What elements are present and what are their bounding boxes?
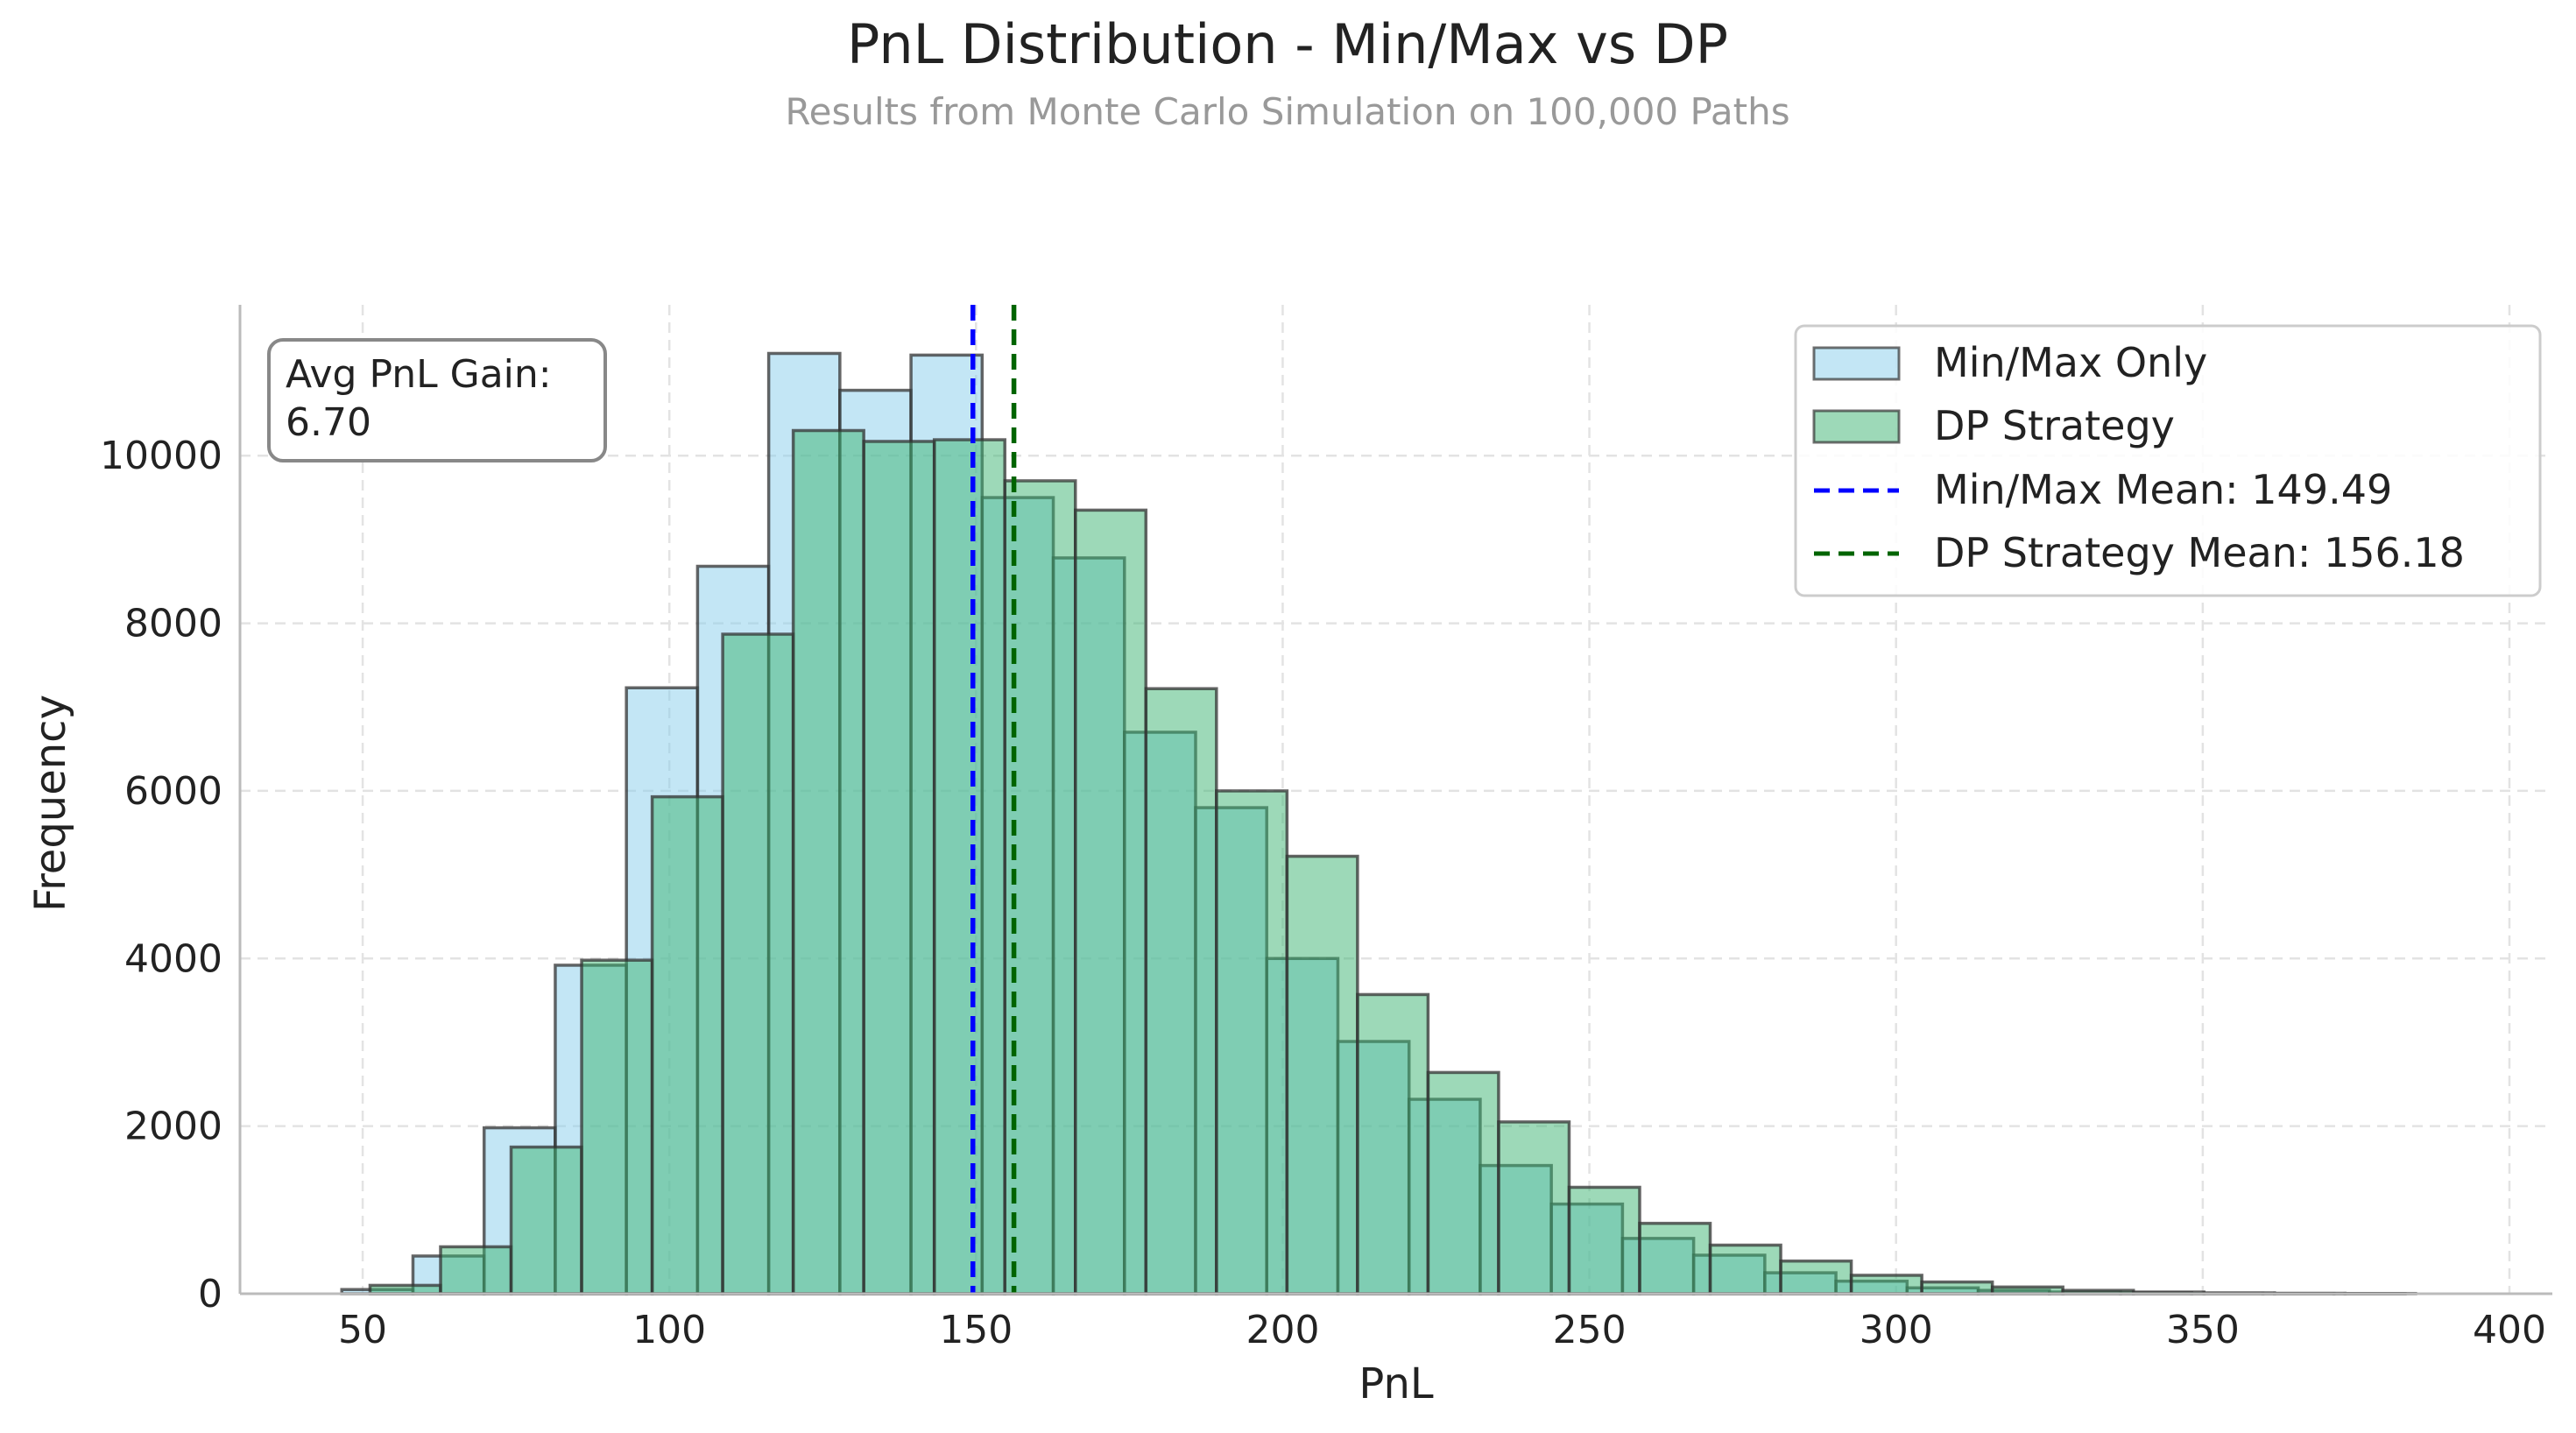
x-tick-label: 300 [1860,1308,1933,1352]
dp-bar [1849,1274,1923,1295]
dp-bar [439,1245,513,1295]
dp-bar [1708,1243,1782,1295]
dp-bar [1074,508,1148,1295]
x-tick-label: 200 [1246,1308,1319,1352]
legend-swatch-minmax [1812,346,1901,381]
dp-bar [1497,1120,1571,1295]
legend-box [1794,324,2542,597]
dp-bar [862,440,936,1295]
y-tick-label: 2000 [124,1105,222,1149]
annotation-line-2: 6.70 [286,400,371,445]
legend-swatch-dp [1812,409,1901,444]
dp-bar [1426,1070,1500,1295]
legend: Min/Max Only DP Strategy Min/Max Mean: 1… [1794,324,2542,597]
y-tick-label: 4000 [124,936,222,981]
dp-bar [1003,479,1077,1295]
x-tick-label: 50 [338,1308,387,1352]
x-tick-label: 100 [632,1308,706,1352]
dp-bar [1779,1259,1853,1295]
annotation-line-1: Avg PnL Gain: [286,352,552,397]
dp-bar [1567,1185,1641,1295]
x-axis-label: PnL [1359,1359,1434,1408]
dp-bar [509,1145,583,1295]
avg-gain-annotation: Avg PnL Gain: 6.70 [267,338,607,462]
dp-bar [1356,992,1430,1295]
dp-bar [1285,854,1359,1295]
x-tick-label: 400 [2473,1308,2546,1352]
y-tick-label: 10000 [100,434,222,478]
chart-subtitle: Results from Monte Carlo Simulation on 1… [785,90,1789,133]
dp-bar [580,958,654,1295]
y-tick-label: 6000 [124,769,222,814]
tick-labels: 50 100 150 200 250 300 350 40002000400060008000… [100,434,2546,1352]
dp-bar [932,438,1006,1295]
dp-bar [721,632,795,1295]
x-tick-label: 350 [2166,1308,2240,1352]
dp-bar [650,794,724,1295]
y-tick-label: 0 [198,1272,222,1317]
legend-label-minmax-mean: Min/Max Mean: 149.49 [1934,466,2392,513]
y-axis-label: Frequency [26,695,75,912]
chart-title: PnL Distribution - Min/Max vs DP [847,12,1728,76]
dp-bar [1920,1280,1994,1295]
dp-bar [1144,687,1218,1295]
axes [238,305,2552,1295]
mean-lines [970,305,1017,1294]
y-tick-label: 8000 [124,602,222,646]
legend-label-dp: DP Strategy [1934,402,2175,449]
legend-label-dp-mean: DP Strategy Mean: 156.18 [1934,529,2465,576]
dp-bar [791,428,865,1295]
x-tick-label: 150 [939,1308,1013,1352]
dp-bar [1638,1221,1712,1295]
x-tick-label: 250 [1553,1308,1627,1352]
legend-label-minmax: Min/Max Only [1934,339,2207,386]
annotation-box [267,338,607,462]
dp-bar [1215,789,1289,1295]
